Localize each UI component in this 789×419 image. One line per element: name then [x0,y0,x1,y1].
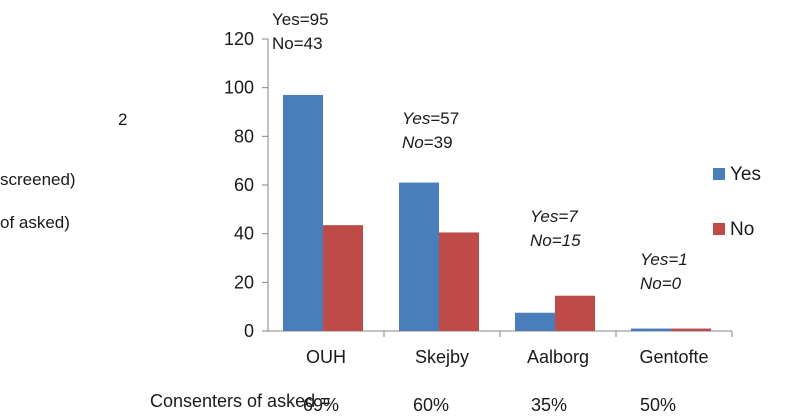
legend-swatch-yes [713,168,725,180]
annotation-aalborg: Yes=7 No=15 [530,205,581,253]
pct-ouh: 69% [303,395,340,415]
left-fragment-3: of asked) [0,213,70,232]
annotation-skejby-no-word: No [402,133,424,152]
annotation-skejby-no-value: =39 [423,133,453,152]
bar-no-skejby [439,232,479,331]
annotation-gentofte: Yes=1 No=0 [640,248,688,296]
x-tick-label: Aalborg [527,347,589,367]
x-tick-label: Gentofte [639,347,708,367]
pct-aalborg: 35% [531,395,568,415]
bar-no-ouh [323,225,363,331]
bar-yes-gentofte [631,328,671,331]
legend-swatch-no [713,223,725,235]
bar-no-aalborg [555,295,595,331]
bar-yes-ouh [283,94,323,331]
legend-label-no: No [730,219,754,240]
y-tick-label: 60 [234,175,254,195]
y-tick-label: 80 [234,126,254,146]
annotation-ouh-no: No=43 [272,34,323,53]
y-tick-label: 0 [244,321,254,341]
footer-label: Consenters of asked = [150,391,331,411]
x-tick-label: Skejby [415,347,469,367]
annotation-skejby-yes-value: =57 [430,109,460,128]
annotation-ouh: Yes=95 No=43 [272,8,329,56]
bar-no-gentofte [671,328,711,331]
bar-yes-aalborg [515,312,555,331]
bar-yes-skejby [399,182,439,331]
left-fragment-1: 2 [118,110,128,129]
y-tick-label: 40 [234,224,254,244]
legend-label-yes: Yes [730,164,761,185]
annotation-aalborg-yes: Yes=7 [530,207,578,226]
y-tick-label: 100 [224,78,254,98]
annotation-skejby-yes-word: Yes [402,109,431,128]
y-tick-label: 120 [224,29,254,49]
annotation-gentofte-yes: Yes=1 [640,250,688,269]
annotation-ouh-yes: Yes=95 [272,10,329,29]
x-tick-label: OUH [306,347,346,367]
annotation-aalborg-no: No=15 [530,231,581,250]
pct-gentofte: 50% [640,395,677,415]
annotation-skejby: Yes=57 No=39 [402,107,459,155]
pct-skejby: 60% [413,395,450,415]
left-fragment-2: screened) [0,170,76,189]
y-tick-label: 20 [234,272,254,292]
annotation-gentofte-no: No=0 [640,274,682,293]
